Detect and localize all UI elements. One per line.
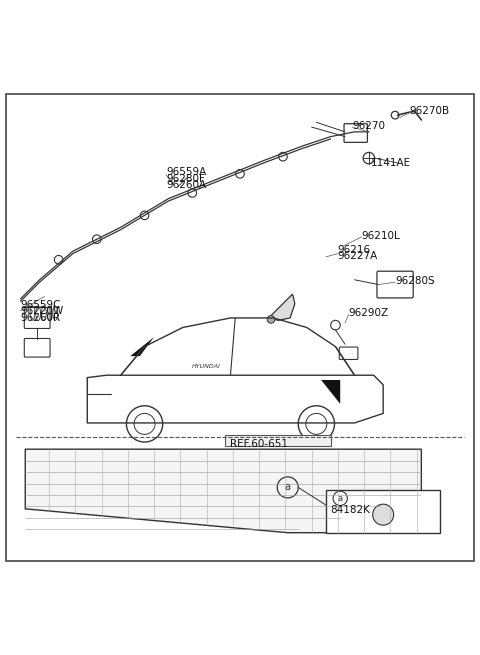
Text: a: a bbox=[337, 494, 343, 503]
Text: 96290Z: 96290Z bbox=[349, 309, 389, 318]
Circle shape bbox=[267, 316, 275, 323]
Text: 96280S: 96280S bbox=[395, 276, 435, 286]
Text: 96559A: 96559A bbox=[166, 167, 206, 177]
Text: 1141AE: 1141AE bbox=[371, 158, 411, 168]
Text: 96227A: 96227A bbox=[338, 252, 378, 261]
FancyBboxPatch shape bbox=[326, 490, 441, 533]
Polygon shape bbox=[25, 449, 421, 533]
Text: REF.60-651: REF.60-651 bbox=[229, 439, 288, 449]
Text: 96210L: 96210L bbox=[362, 231, 400, 241]
Circle shape bbox=[372, 504, 394, 525]
Text: 96270: 96270 bbox=[352, 121, 385, 131]
Text: 96559C: 96559C bbox=[21, 299, 61, 310]
Text: 96220W: 96220W bbox=[21, 307, 64, 316]
FancyBboxPatch shape bbox=[225, 435, 331, 446]
Text: 96260R: 96260R bbox=[21, 313, 60, 323]
Text: 96270B: 96270B bbox=[409, 106, 450, 117]
Text: 96260A: 96260A bbox=[166, 180, 206, 191]
Text: 96216: 96216 bbox=[338, 245, 371, 255]
Text: 84182K: 84182K bbox=[331, 505, 371, 515]
Text: a: a bbox=[285, 482, 291, 493]
Text: 96280F: 96280F bbox=[166, 174, 205, 183]
Polygon shape bbox=[130, 337, 154, 356]
Polygon shape bbox=[269, 294, 295, 320]
Polygon shape bbox=[321, 380, 340, 404]
Text: HYUNDAI: HYUNDAI bbox=[192, 364, 221, 369]
